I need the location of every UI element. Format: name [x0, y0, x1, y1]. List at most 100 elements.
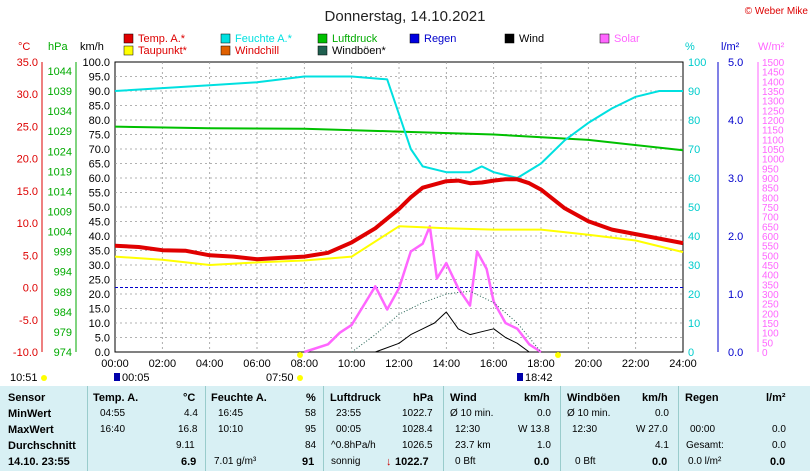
rain-current: 0.0 — [770, 456, 786, 468]
temp-tick: -5.0 — [19, 315, 38, 327]
legend-label: Windchill — [235, 45, 279, 57]
pressure-tick: 1019 — [48, 166, 72, 178]
time-tick: 10:00 — [338, 358, 366, 370]
legend-label: Taupunkt* — [138, 45, 188, 57]
wind-current: 0.0 — [534, 456, 550, 468]
series-humidity — [114, 75, 683, 179]
legend-swatch — [220, 45, 231, 56]
solar-tick: 1450 — [762, 68, 785, 79]
wind-tick: 5.0 — [95, 333, 110, 345]
wind-tick: 30.0 — [89, 260, 110, 272]
solar-tick: 1150 — [762, 126, 784, 137]
legend-swatch — [317, 45, 328, 56]
header-humidity-unit: % — [306, 392, 316, 404]
wind-bft: 0 Bft — [455, 456, 476, 467]
rain-tick: 1.0 — [728, 289, 743, 301]
wind-tick: 60.0 — [89, 173, 110, 185]
copyright-text: © Weber Mike — [745, 6, 809, 17]
time-tick: 02:00 — [149, 358, 177, 370]
time-tick: 24:00 — [669, 358, 697, 370]
temp-tick: 20.0 — [17, 154, 38, 166]
header-wind-unit: km/h — [524, 392, 550, 404]
rain-total: 0.0 — [772, 440, 786, 451]
press-forecast: sonnig — [331, 456, 361, 467]
pressure-tick: 989 — [54, 287, 72, 299]
solar-tick: 1500 — [762, 58, 785, 69]
gust-min: 0.0 — [655, 408, 669, 419]
wind-tick: 0.0 — [95, 347, 110, 359]
wind-max: W 13.8 — [518, 424, 550, 435]
hum-min-time: 16:45 — [218, 408, 244, 419]
wind-tick: 70.0 — [89, 144, 110, 156]
solar-tick: 850 — [762, 184, 779, 195]
solar-tick: 900 — [762, 174, 779, 185]
sun-icon — [297, 352, 303, 358]
row-label-avg: Durchschnitt — [8, 440, 76, 452]
series — [114, 75, 684, 354]
solar-tick: 450 — [762, 261, 779, 272]
solar-tick: 600 — [762, 232, 779, 243]
solar-tick: 950 — [762, 164, 779, 175]
moon-icon — [41, 375, 47, 381]
rain-tick: 5.0 — [728, 57, 743, 69]
weather-chart: Donnerstag, 14.10.2021 © Weber Mike Temp… — [10, 6, 809, 384]
solar-tick: 1400 — [762, 77, 785, 88]
temp-tick: -10.0 — [13, 347, 38, 359]
series-wind — [375, 311, 530, 353]
time-tick: 20:00 — [575, 358, 603, 370]
temp-avg: 9.11 — [176, 440, 195, 451]
rain-today: 0.0 l/m² — [688, 456, 722, 467]
hum-current: 91 — [302, 456, 315, 468]
rain-tick: 2.0 — [728, 231, 743, 243]
gust-max-time: 12:30 — [572, 424, 598, 435]
header-wind: Wind — [450, 392, 477, 404]
time-tick: 22:00 — [622, 358, 650, 370]
header-temp-unit: °C — [183, 392, 196, 404]
moonrise-time: 10:51 — [10, 372, 38, 384]
gust-max: W 27.0 — [636, 424, 668, 435]
series-solar — [303, 225, 542, 354]
temp-min: 4.4 — [184, 408, 198, 419]
pressure-tick: 1024 — [48, 146, 72, 158]
gust-current: 0.0 — [652, 456, 668, 468]
solar-tick: 350 — [762, 280, 779, 291]
time-tick: 12:00 — [385, 358, 413, 370]
wind-tick: 95.0 — [89, 72, 110, 84]
solar-tick: 1300 — [762, 97, 785, 108]
axis-unit-humidity: % — [685, 41, 695, 53]
header-gust-unit: km/h — [642, 392, 668, 404]
hum-max: 95 — [305, 424, 317, 435]
axis-unit-solar: W/m² — [758, 41, 785, 53]
solar-tick: 1350 — [762, 87, 785, 98]
humidity-tick: 30 — [688, 260, 700, 272]
solar-tick: 300 — [762, 290, 779, 301]
solar-tick: 1000 — [762, 155, 785, 166]
wind-min: 0.0 — [537, 408, 551, 419]
wind-tick: 20.0 — [89, 289, 110, 301]
solar-tick: 100 — [762, 329, 779, 340]
legend-label: Luftdruck — [332, 33, 378, 45]
wind-tick: 50.0 — [89, 202, 110, 214]
solar-tick: 1200 — [762, 116, 785, 127]
sunrise-time: 07:50 — [266, 372, 294, 384]
pressure-tick: 1034 — [48, 106, 72, 118]
hum-avg: 84 — [305, 440, 317, 451]
series-pressure — [114, 125, 684, 152]
legend-label: Solar — [614, 33, 640, 45]
hum-min: 58 — [305, 408, 317, 419]
wind-distance: 23.7 km — [455, 440, 491, 451]
sunset-time: 18:42 — [525, 372, 553, 384]
humidity-tick: 40 — [688, 231, 700, 243]
press-arrow-icon: ↓ — [386, 456, 392, 468]
wind-tick: 55.0 — [89, 188, 110, 200]
header-pressure: Luftdruck — [330, 392, 381, 404]
pressure-tick: 1029 — [48, 126, 72, 138]
time-tick: 04:00 — [196, 358, 224, 370]
series-dewpoint — [114, 225, 684, 266]
temp-max-time: 16:40 — [100, 424, 126, 435]
pressure-tick: 999 — [54, 247, 72, 259]
temp-min-time: 04:55 — [100, 408, 126, 419]
legend-swatch — [123, 45, 134, 56]
solar-tick: 50 — [762, 338, 774, 349]
legend-swatch — [123, 33, 134, 44]
